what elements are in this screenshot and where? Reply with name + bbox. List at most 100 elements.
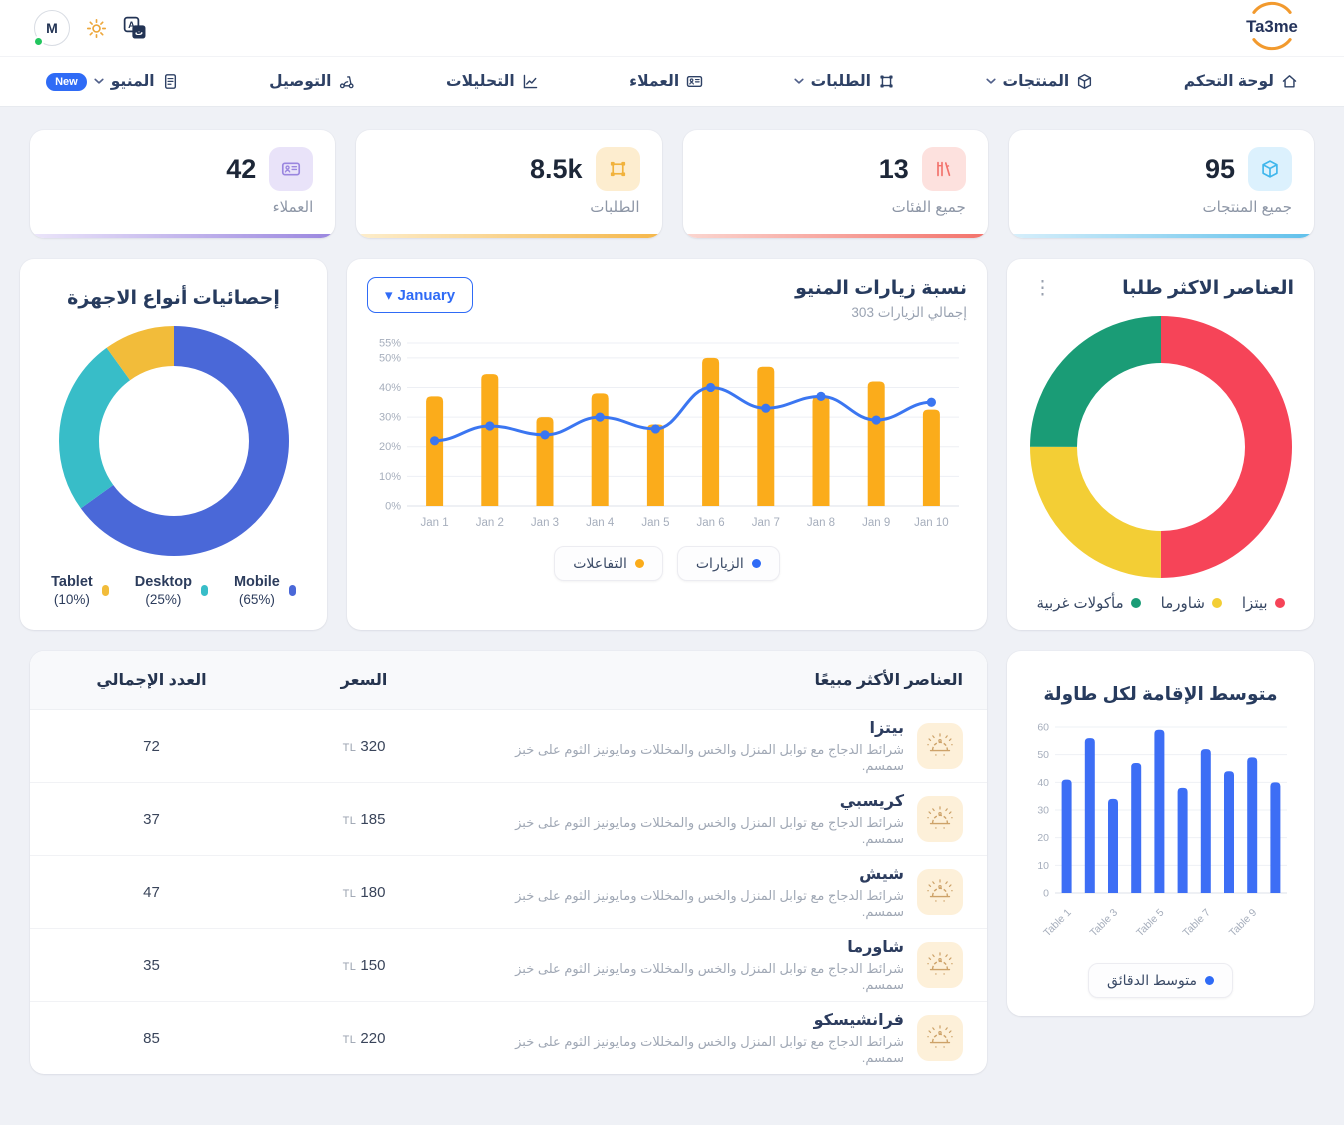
best-sellers-table: العناصر الأكثر مبيعًا السعر العدد الإجما…: [30, 651, 987, 1074]
table-stay-card: متوسط الإقامة لكل طاولة 0 10 20 30 40 50 60 Tab…: [1007, 651, 1314, 1016]
visits-legend: الزيارات التفاعلات: [367, 546, 967, 581]
accent-strip: [30, 234, 336, 238]
stat-value: 8.5k: [529, 153, 583, 184]
stat-value: 95: [1204, 153, 1235, 184]
legend-pill-interactions[interactable]: التفاعلات: [554, 546, 663, 581]
item-name: شاورما: [847, 939, 904, 956]
charts-row: العناصر الاكثر طلبا ⋮ بيتزا شاورما مأكول…: [20, 259, 1314, 630]
col-header-price: السعر: [340, 672, 388, 689]
item-total: 35: [143, 956, 160, 974]
item-description: شرائط الدجاج مع توابل المنزل والخس والمخ…: [515, 1034, 904, 1065]
dropdown-arrow-icon: ▾: [385, 287, 393, 304]
item-total: 72: [143, 737, 160, 755]
nav-item-menu[interactable]: المنيو New: [46, 72, 179, 91]
svg-text:30%: 30%: [379, 412, 401, 424]
svg-text:Jan 9: Jan 9: [862, 517, 890, 529]
table-header: العناصر الأكثر مبيعًا السعر العدد الإجما…: [30, 651, 987, 710]
stat-label: الطلبات: [590, 199, 640, 216]
books-icon: [921, 147, 966, 191]
nav-item-customers[interactable]: العملاء: [629, 72, 703, 91]
analytics-icon: [522, 73, 539, 90]
col-header-items: العناصر الأكثر مبيعًا: [814, 672, 963, 689]
svg-text:Table 5: Table 5: [1134, 907, 1167, 940]
legend-item: مأكولات غربية: [1036, 594, 1141, 612]
nav-item-orders[interactable]: الطلبات: [794, 72, 895, 91]
item-price: TL 185: [342, 810, 386, 828]
stat-label: العملاء: [272, 199, 314, 216]
main-nav: لوحة التحكم المنتجات الطلبات العملاء الت…: [0, 56, 1344, 107]
legend-dot: [1211, 598, 1222, 608]
devices-donut-chart: [58, 326, 289, 556]
legend-pill-avg-minutes[interactable]: متوسط الدقائق: [1088, 963, 1233, 998]
stay-chart-svg: 0 10 20 30 40 50 60 Table 1 Table 3 Table 5 Table …: [1037, 722, 1287, 940]
legend-dot: [751, 559, 761, 568]
top-items-legend: بيتزا شاورما مأكولات غربية: [1027, 594, 1294, 612]
legend-dot: [1130, 598, 1141, 608]
stat-value: 42: [226, 153, 257, 184]
frame-icon: [878, 73, 895, 90]
scooter-icon: [338, 73, 355, 90]
item-total: 37: [143, 810, 160, 828]
dish-cloche-icon: [917, 796, 963, 842]
nav-item-products[interactable]: المنتجات: [986, 72, 1094, 91]
item-description: شرائط الدجاج مع توابل المنزل والخس والمخ…: [515, 888, 904, 919]
item-name: فرانشيسكو: [813, 1012, 904, 1029]
id-card-icon: [686, 73, 703, 90]
svg-text:20%: 20%: [379, 441, 401, 453]
item-price: TL 180: [342, 883, 386, 901]
stats-row: 95 جميع المنتجات 13 جميع الفئات 8.5k الط…: [30, 130, 1314, 238]
svg-text:Table 7: Table 7: [1180, 907, 1213, 940]
avatar-initial: M: [46, 20, 58, 36]
card-title: إحصائيات أنواع الاجهزة: [67, 288, 280, 309]
table-row: فرانشيسكو شرائط الدجاج مع توابل المنزل وا…: [30, 1002, 987, 1074]
card-title: نسبة زيارات المنيو: [795, 278, 967, 299]
new-badge: New: [46, 72, 87, 91]
col-header-total: العدد الإجمالي: [96, 672, 207, 689]
svg-text:10: 10: [1037, 860, 1049, 872]
item-price: TL 220: [342, 1029, 386, 1047]
item-name: كريسبي: [839, 793, 904, 810]
brand-logo[interactable]: Ta3me: [1234, 1, 1310, 56]
nav-label: الطلبات: [810, 73, 871, 90]
month-dropdown[interactable]: ▾ January: [367, 277, 474, 313]
item-name: بيتزا: [869, 720, 904, 737]
top-bar: Ta3me M: [0, 0, 1344, 56]
legend-item: Tablet (10%): [51, 574, 109, 607]
svg-text:0: 0: [1043, 888, 1049, 900]
nav-label: لوحة التحكم: [1183, 73, 1274, 90]
chevron-down-icon: [794, 78, 804, 85]
table-row: شاورما شرائط الدجاج مع توابل المنزل والخس…: [30, 929, 987, 1002]
svg-text:Jan 1: Jan 1: [421, 517, 449, 529]
svg-text:Table 1: Table 1: [1041, 907, 1074, 940]
nav-item-dashboard[interactable]: لوحة التحكم: [1184, 72, 1298, 91]
devices-card: إحصائيات أنواع الاجهزة Tablet (10%) Deskt…: [20, 259, 327, 630]
top-actions: M: [33, 10, 147, 47]
home-icon: [1281, 73, 1298, 90]
svg-text:50%: 50%: [379, 352, 401, 364]
svg-text:Jan 5: Jan 5: [641, 517, 669, 529]
svg-text:Jan 2: Jan 2: [476, 517, 504, 529]
card-title: متوسط الإقامة لكل طاولة: [1043, 683, 1278, 704]
legend-item: شاورما: [1161, 594, 1222, 612]
legend-dot: [1204, 976, 1214, 985]
dish-cloche-icon: [917, 1015, 963, 1061]
stat-value: 13: [878, 153, 909, 184]
item-price: TL 320: [342, 737, 386, 755]
dish-cloche-icon: [917, 942, 963, 988]
card-subtitle: إجمالي الزيارات 303: [851, 305, 967, 320]
legend-dot: [288, 585, 296, 596]
nav-item-analytics[interactable]: التحليلات: [446, 72, 539, 91]
legend-item: Mobile (65%): [234, 574, 296, 607]
user-avatar[interactable]: M: [33, 10, 70, 47]
translate-icon[interactable]: [123, 16, 147, 40]
svg-text:40: 40: [1037, 777, 1049, 789]
nav-item-delivery[interactable]: التوصيل: [269, 72, 355, 91]
light-mode-sun-icon[interactable]: [86, 18, 107, 39]
legend-item: بيتزا: [1242, 594, 1285, 612]
accent-strip: [1008, 234, 1314, 238]
devices-legend: Tablet (10%) Desktop (25%) Mobile (65%): [40, 574, 307, 607]
stat-card-orders: 8.5k الطلبات: [356, 130, 662, 238]
kebab-menu-icon[interactable]: ⋮: [1027, 277, 1058, 300]
legend-pill-visits[interactable]: الزيارات: [676, 546, 780, 581]
dashboard-content: 95 جميع المنتجات 13 جميع الفئات 8.5k الط…: [0, 107, 1344, 1104]
